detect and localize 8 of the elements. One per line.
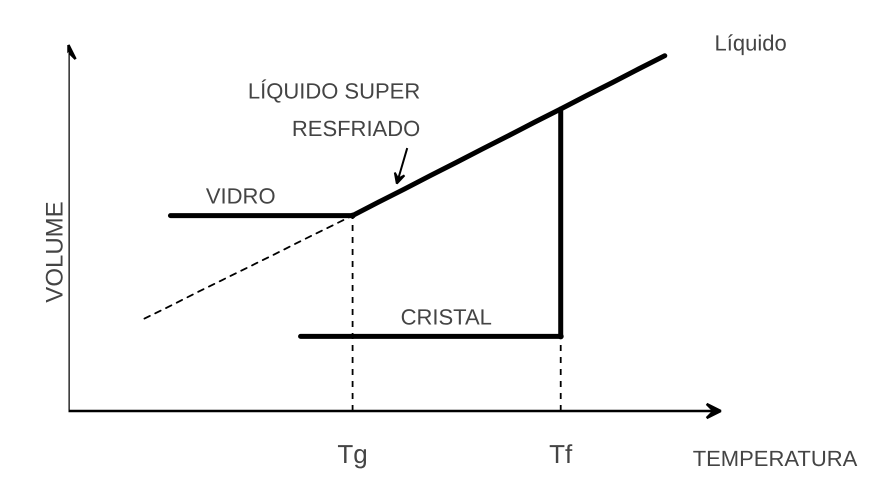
x-axis-title: TEMPERATURA (692, 446, 858, 471)
annotation: CRISTAL (400, 304, 492, 330)
x-tick-label: Tg (337, 438, 368, 469)
annotation: VIDRO (206, 183, 276, 208)
annotation: LÍQUIDO SUPER RESFRIADO (248, 78, 420, 141)
text: Líquido (714, 30, 787, 56)
x-tick-label: Tf (549, 438, 574, 469)
y-axis-title: VOLUME (42, 201, 68, 303)
